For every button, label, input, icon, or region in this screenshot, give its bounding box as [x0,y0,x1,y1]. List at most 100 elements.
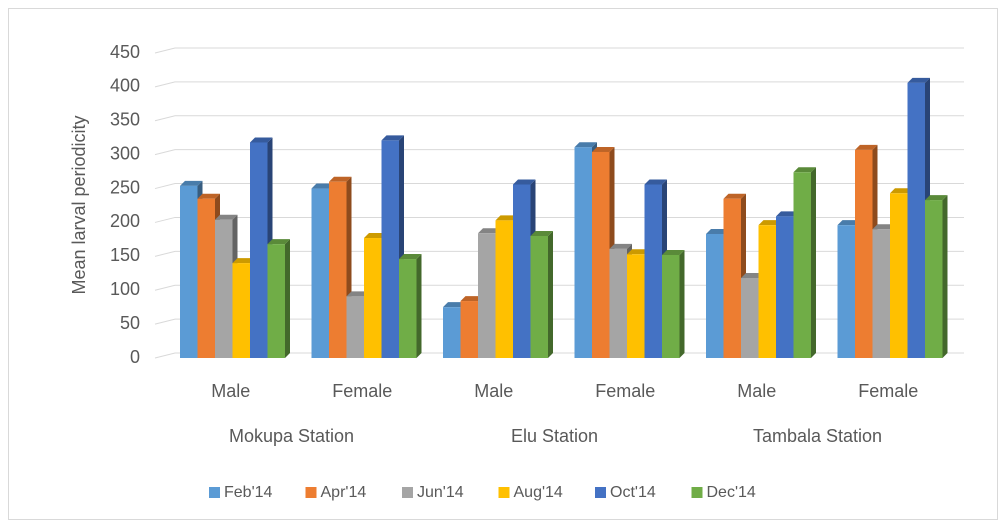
bar-top [267,239,290,245]
y-tick-label: 450 [110,42,140,62]
legend-swatch [305,487,317,498]
bar-front [443,307,461,358]
bar-front [890,193,908,358]
grid-line [154,318,964,325]
bar-front [609,248,627,358]
bar-front [627,254,645,358]
bar-top [758,220,781,226]
bar-front [837,225,855,358]
legend-swatch [691,487,703,498]
grid-line [154,216,964,223]
bar-top [609,243,632,249]
bar [793,167,816,358]
bar-front [495,220,513,358]
legend-label: Jun'14 [417,484,464,501]
bar-top [381,135,404,141]
bar-front [197,198,215,358]
x-tick-label: Male [474,381,513,401]
bar-front [530,236,548,358]
bar [399,254,422,358]
bar-front [478,233,496,358]
grid-line [154,284,964,291]
bar-top [311,183,334,189]
bar-top [872,224,895,230]
group-label: Mokupa Station [229,426,354,446]
bar-front [706,233,724,358]
legend-label: Aug'14 [514,484,563,501]
bar [662,249,685,358]
bar-front [250,142,268,358]
bar-top [644,179,667,185]
grid-line [154,183,964,190]
bar-top [443,302,466,308]
y-tick-label: 50 [120,313,140,333]
bar [530,231,553,358]
bar-side [942,195,948,358]
legend-swatch [595,487,606,498]
bar-front [855,149,873,358]
bar-front [872,229,890,358]
x-tick-label: Female [332,381,392,401]
bar-top [837,220,860,226]
bar [925,195,948,358]
legend-item: Jun'14 [402,484,464,501]
bar-top [627,249,650,255]
bar-side [811,167,816,358]
legend: Feb'14 Apr'14 Jun'14 Aug'14 Oct'14 Dec'14 [209,484,756,501]
legend-item: Feb'14 [209,484,273,501]
bar-top [574,142,597,148]
bar-front [758,225,776,358]
y-tick-label: 100 [110,279,140,299]
bar-top [776,211,799,217]
legend-item: Aug'14 [498,484,563,501]
bar-top [907,77,930,83]
bar [267,239,290,358]
y-tick-label: 200 [110,211,140,231]
bar-front [399,259,417,358]
grid-line [154,115,964,122]
bar-top [793,167,816,173]
y-tick-label: 150 [110,245,140,265]
bar-front [644,184,662,358]
y-tick-label: 250 [110,177,140,197]
bar-top [662,249,685,255]
bar-top [925,195,948,201]
bar-top [513,179,536,185]
bar-front [232,263,250,358]
bar-front [180,185,198,358]
legend-label: Feb'14 [224,484,273,501]
bar-top [460,296,483,302]
legend-label: Apr'14 [321,484,367,501]
bar-front [381,140,399,358]
bar-front [329,181,347,358]
x-tick-label: Female [858,381,918,401]
bar-front [215,219,233,358]
bar-front [776,216,794,358]
bar-front [364,238,382,358]
bar-front [311,188,329,358]
legend-swatch [402,487,413,498]
grid-line [154,47,964,54]
bar-top [706,228,729,234]
bar-front [741,278,759,358]
bar-top [329,176,352,182]
bar-top [723,193,746,199]
bar-front [723,198,741,358]
bar-top [495,215,518,221]
bar-top [346,291,369,297]
bar-front [513,184,531,358]
y-tick-label: 300 [110,143,140,163]
bar-top [530,231,553,236]
legend-swatch [209,487,220,498]
bar-front [460,301,478,358]
grid-line [154,352,964,359]
bar-top [232,258,255,264]
legend-item: Apr'14 [305,484,367,501]
legend-label: Dec'14 [707,484,756,501]
x-tick-label: Male [737,381,776,401]
grid-line [154,149,964,156]
y-tick-label: 0 [130,347,140,367]
bar-front [662,254,680,358]
bar-top [250,137,273,143]
